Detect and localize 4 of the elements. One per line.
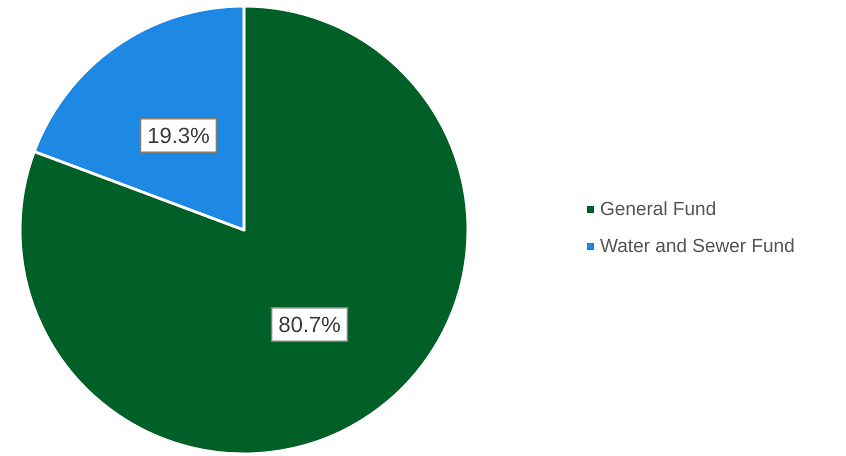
data-label: 19.3%: [147, 123, 210, 148]
legend-label: Water and Sewer Fund: [600, 236, 795, 257]
data-label: 80.7%: [278, 312, 341, 337]
legend-label: General Fund: [600, 199, 716, 220]
